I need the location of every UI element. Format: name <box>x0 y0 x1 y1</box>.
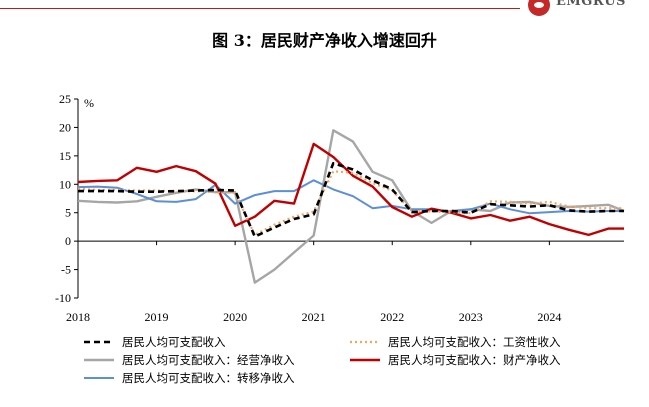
brand-logo-icon <box>528 0 550 16</box>
chart-axes: -10 -5 0 5 10 15 20 25 % 2018 2019 2020 2021 2022 2023… <box>55 92 624 324</box>
y-tick-label: 0 <box>65 234 71 248</box>
x-tick-label: 2019 <box>145 310 169 324</box>
legend-label-1: 居民人均可支配收入：工资性收入 <box>388 335 561 349</box>
series-line-0 <box>78 161 624 238</box>
x-tick-label: 2020 <box>223 310 247 324</box>
chart-legend: 居民人均可支配收入 居民人均可支配收入：工资性收入居民人均可支配收入：经营净收入居… <box>84 335 561 385</box>
x-tick-label: 2024 <box>537 310 561 324</box>
series-line-4 <box>77 179 624 215</box>
legend-label-3: 居民人均可支配收入：财产净收入 <box>388 353 561 367</box>
header-rule <box>0 8 520 9</box>
y-tick-label: 10 <box>59 177 71 191</box>
legend-label-4: 居民人均可支配收入：转移净收入 <box>122 371 295 385</box>
x-tick-label: 2021 <box>302 310 326 324</box>
x-tick-label: 2018 <box>66 310 90 324</box>
y-tick-label: 20 <box>59 120 71 134</box>
y-axis-unit-label: % <box>84 96 94 110</box>
x-tick-label: 2022 <box>380 310 404 324</box>
legend-label-0: 居民人均可支配收入 <box>122 335 226 349</box>
y-tick-label: 25 <box>59 92 71 106</box>
chart-series <box>77 129 625 284</box>
x-tick-label: 2023 <box>459 310 483 324</box>
series-line-3 <box>77 142 624 237</box>
y-tick-label: 5 <box>65 206 71 220</box>
y-tick-label: -5 <box>61 263 71 277</box>
brand-text: EMGRUS <box>556 0 626 9</box>
y-tick-label: -10 <box>55 291 71 305</box>
series-line-1 <box>77 170 624 236</box>
legend-label-2: 居民人均可支配收入：经营净收入 <box>122 353 295 367</box>
y-tick-label: 15 <box>59 149 71 163</box>
figure-title: 图 3：居民财产净收入增速回升 <box>212 31 437 50</box>
